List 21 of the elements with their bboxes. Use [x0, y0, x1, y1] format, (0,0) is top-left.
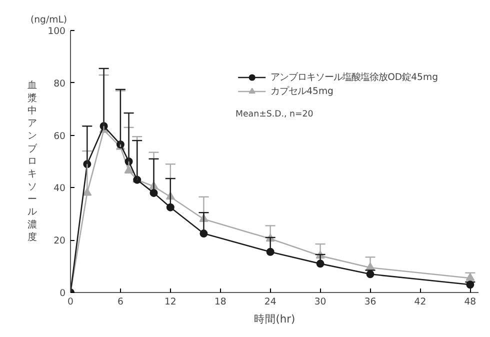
x-tick-label: 24	[264, 296, 276, 308]
text: (ng/mL)	[30, 14, 68, 26]
x-tick-label: 12	[164, 296, 176, 308]
x-axis-title: 時間(hr)	[254, 312, 296, 326]
legend-label: アンブロキソール塩酸塩徐放OD錠45mg	[270, 70, 438, 84]
y-tick-label: 100	[48, 26, 66, 37]
y-tick-label: 20	[54, 236, 66, 247]
legend-label: カプセル45mg	[270, 84, 334, 98]
x-tick-label: 0	[68, 296, 74, 308]
x-tick-label: 36	[364, 296, 376, 308]
annotation: Mean±S.D., n=20	[236, 110, 314, 120]
x-tick-label: 6	[117, 296, 124, 308]
x-tick-label: 42	[414, 296, 426, 308]
y-tick-label: 60	[54, 130, 66, 142]
y-tick-label: 0	[60, 288, 66, 299]
x-tick-label: 48	[464, 296, 476, 308]
y-tick-label: 40	[54, 183, 66, 194]
text: 血漿中アンブロキソール濃度	[28, 80, 37, 243]
y-tick-label: 80	[54, 78, 66, 90]
x-tick-label: 30	[314, 296, 326, 308]
x-tick-label: 18	[214, 296, 226, 308]
